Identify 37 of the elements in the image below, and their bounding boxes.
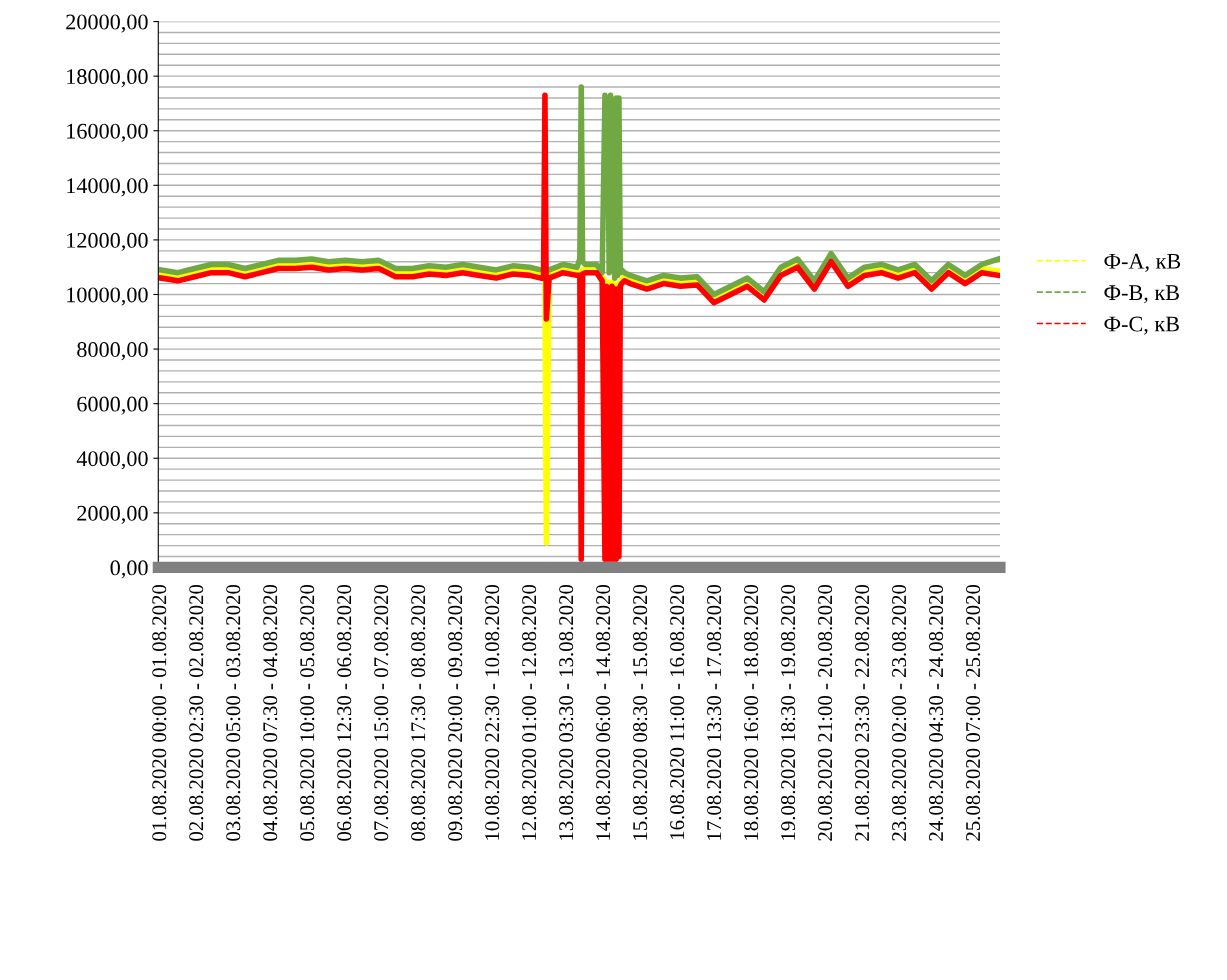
x-tick-label: 16.08.2020 11:00 - 16.08.2020	[670, 584, 685, 839]
x-tick-label: 19.08.2020 18:30 - 19.08.2020	[781, 584, 796, 840]
y-tick-label: 0,00	[110, 560, 148, 579]
x-tick-label: 14.08.2020 06:00 - 14.08.2020	[596, 584, 611, 840]
x-tick-label: 07.08.2020 15:00 - 07.08.2020	[374, 584, 389, 841]
y-tick-label: 16000,00	[67, 123, 148, 142]
x-tick-label: 04.08.2020 07:30 - 04.08.2020	[263, 584, 278, 841]
y-tick-label: 8000,00	[77, 342, 148, 361]
x-tick-label: 24.08.2020 04:30 - 24.08.2020	[929, 584, 944, 841]
x-tick-label: 06.08.2020 12:30 - 06.08.2020	[337, 584, 352, 841]
y-tick-label: 10000,00	[67, 287, 148, 306]
x-tick-label: 01.08.2020 00:00 - 01.08.2020	[152, 584, 167, 841]
x-tick-label: 23.08.2020 02:00 - 23.08.2020	[892, 584, 907, 841]
x-tick-label: 13.08.2020 03:30 - 13.08.2020	[559, 584, 574, 840]
x-tick-label: 18.08.2020 16:00 - 18.08.2020	[744, 584, 759, 840]
x-tick-label: 03.08.2020 05:00 - 03.08.2020	[226, 584, 241, 841]
y-tick-label: 18000,00	[67, 69, 148, 88]
x-tick-label: 20.08.2020 21:00 - 20.08.2020	[818, 584, 833, 841]
y-tick-label: 14000,00	[67, 178, 148, 197]
x-tick-label: 15.08.2020 08:30 - 15.08.2020	[633, 584, 648, 840]
x-tick-label: 21.08.2020 23:30 - 22.08.2020	[855, 584, 870, 841]
x-tick-label: 12.08.2020 01:00 - 12.08.2020	[522, 584, 537, 840]
x-tick-label: 02.08.2020 02:30 - 02.08.2020	[189, 584, 204, 841]
x-tick-label: 05.08.2020 10:00 - 05.08.2020	[300, 584, 315, 841]
legend-label: Ф-С, кВ	[1104, 316, 1179, 335]
x-tick-label: 10.08.2020 22:30 - 10.08.2020	[485, 584, 500, 840]
y-tick-label: 20000,00	[66, 14, 148, 33]
x-tick-label: 09.08.2020 20:00 - 09.08.2020	[448, 584, 463, 841]
y-tick-label: 2000,00	[77, 505, 148, 524]
legend-label: Ф-В, кВ	[1104, 285, 1179, 304]
y-tick-label: 12000,00	[67, 232, 148, 252]
y-tick-label: 4000,00	[76, 451, 148, 470]
legend-label: Ф-А, кВ	[1104, 253, 1181, 272]
x-tick-label: 08.08.2020 17:30 - 08.08.2020	[411, 584, 426, 841]
x-tick-label: 17.08.2020 13:30 - 17.08.2020	[707, 584, 722, 840]
y-tick-label: 6000,00	[77, 396, 148, 415]
x-tick-label: 25.08.2020 07:00 - 25.08.2020	[966, 584, 981, 841]
